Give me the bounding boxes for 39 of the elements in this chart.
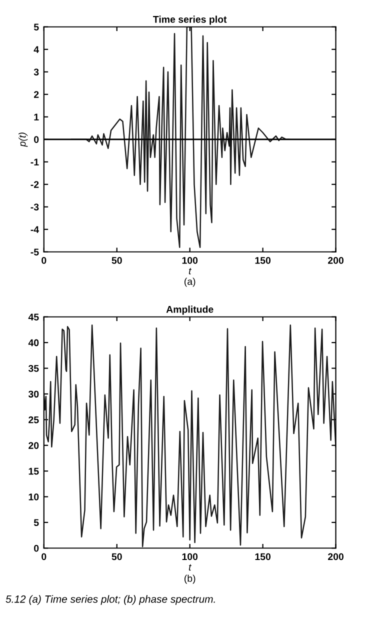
x-tick-label: 100 <box>182 553 198 560</box>
y-tick-label: 20 <box>28 442 39 449</box>
y-tick-label: -3 <box>30 204 39 211</box>
y-axis-title: p(t) <box>18 132 28 147</box>
y-tick-label: 30 <box>28 390 39 398</box>
x-tick-label: 200 <box>328 256 344 264</box>
x-tick-label: 150 <box>255 553 271 560</box>
y-tick-label: -5 <box>30 248 39 256</box>
y-tick-label: 4 <box>34 46 39 53</box>
y-tick-label: 2 <box>34 91 39 98</box>
y-tick-label: 35 <box>28 365 39 372</box>
text: (b) <box>184 574 196 584</box>
y-tick-label: 15 <box>28 468 39 475</box>
chart-title: Amplitude <box>166 306 214 315</box>
text: (a) <box>184 278 196 287</box>
y-tick-label: 3 <box>34 68 39 76</box>
chart-title: Time series plot <box>153 16 227 25</box>
x-tick-label: 0 <box>42 256 46 264</box>
x-tick-label: 200 <box>328 553 344 560</box>
y-tick-label: -4 <box>30 226 39 233</box>
y-tick-label: 5 <box>34 519 39 526</box>
x-tick-label: 100 <box>182 256 198 264</box>
x-axis-title: t <box>188 268 192 274</box>
y-tick-label: 45 <box>28 314 39 320</box>
y-tick-label: 0 <box>34 136 39 143</box>
x-tick-label: 150 <box>255 256 271 264</box>
x-axis-title: t <box>188 564 192 571</box>
y-tick-label: 40 <box>28 339 39 346</box>
y-tick-label: -2 <box>30 181 39 188</box>
y-tick-label: 10 <box>28 493 39 500</box>
x-tick-label: 0 <box>42 553 46 560</box>
y-tick-label: 1 <box>34 114 39 120</box>
x-tick-label: 50 <box>112 553 122 560</box>
y-tick-label: -1 <box>30 158 39 166</box>
text: 5.12 (a) Time series plot; (b) phase spectrum. <box>6 595 215 605</box>
y-tick-label: 5 <box>34 24 39 30</box>
y-tick-label: 25 <box>28 416 39 424</box>
y-tick-label: 0 <box>34 544 39 552</box>
x-tick-label: 50 <box>112 256 122 264</box>
